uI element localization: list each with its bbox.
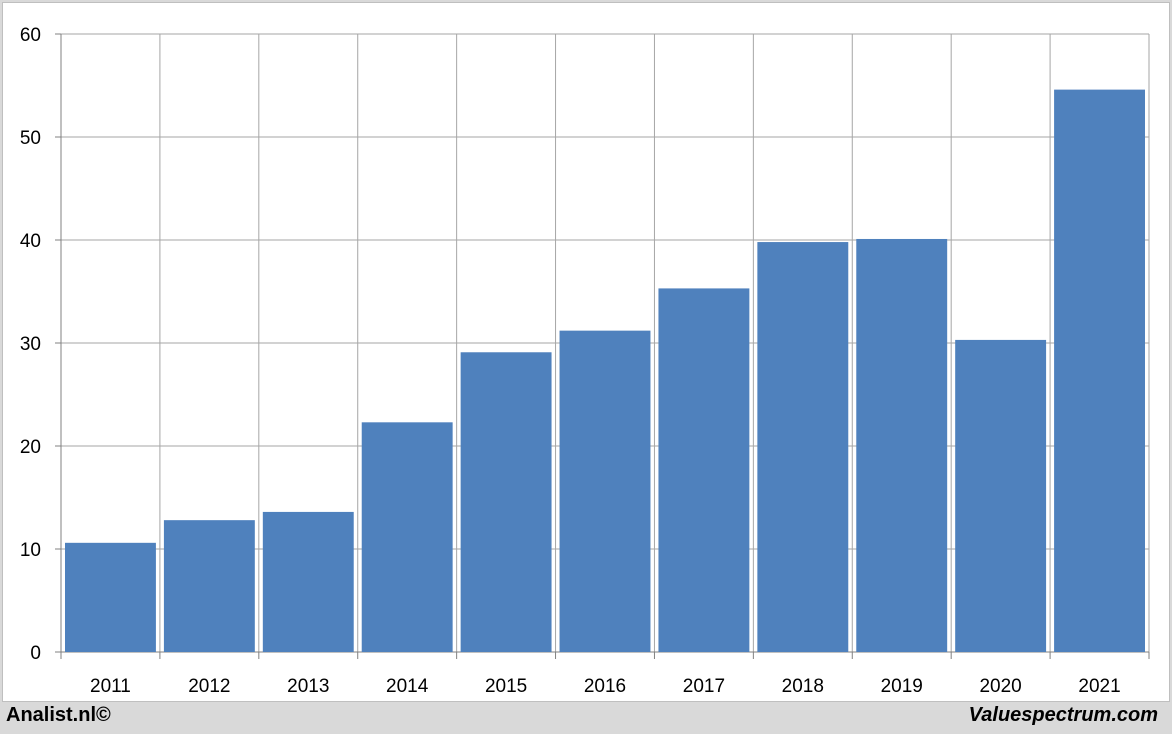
y-tick-label: 40 bbox=[20, 231, 41, 252]
x-tick-label: 2011 bbox=[90, 676, 131, 697]
x-tick-label: 2020 bbox=[979, 676, 1021, 697]
x-tick-label: 2018 bbox=[782, 676, 824, 697]
bar-2019 bbox=[856, 238, 948, 652]
x-tick-label: 2016 bbox=[584, 676, 626, 697]
bar-2016 bbox=[559, 330, 651, 652]
bar-2017 bbox=[658, 288, 750, 652]
x-tick-label: 2015 bbox=[485, 676, 527, 697]
y-tick-label: 0 bbox=[30, 643, 41, 664]
analist-credit: Analist.nl© bbox=[6, 704, 111, 726]
x-tick-label: 2019 bbox=[881, 676, 923, 697]
bar-2018 bbox=[757, 242, 849, 652]
bar-2011 bbox=[65, 542, 156, 652]
x-tick-label: 2014 bbox=[386, 676, 429, 697]
bar-2015 bbox=[460, 352, 552, 652]
bar-2014 bbox=[361, 422, 453, 652]
y-tick-label: 50 bbox=[20, 128, 41, 149]
x-tick-label: 2013 bbox=[287, 676, 329, 697]
x-tick-label: 2017 bbox=[683, 676, 725, 697]
x-tick-label: 2012 bbox=[188, 676, 230, 697]
bar-2013 bbox=[262, 511, 354, 652]
x-tick-label: 2021 bbox=[1078, 676, 1120, 697]
y-tick-label: 30 bbox=[20, 334, 41, 355]
y-tick-label: 10 bbox=[20, 540, 41, 561]
bar-2020 bbox=[955, 339, 1047, 652]
y-tick-label: 60 bbox=[20, 25, 41, 46]
bar-2012 bbox=[163, 520, 255, 652]
y-tick-label: 20 bbox=[20, 437, 41, 458]
valuespectrum-credit: Valuespectrum.com bbox=[968, 704, 1158, 726]
bar-2021 bbox=[1054, 89, 1145, 653]
